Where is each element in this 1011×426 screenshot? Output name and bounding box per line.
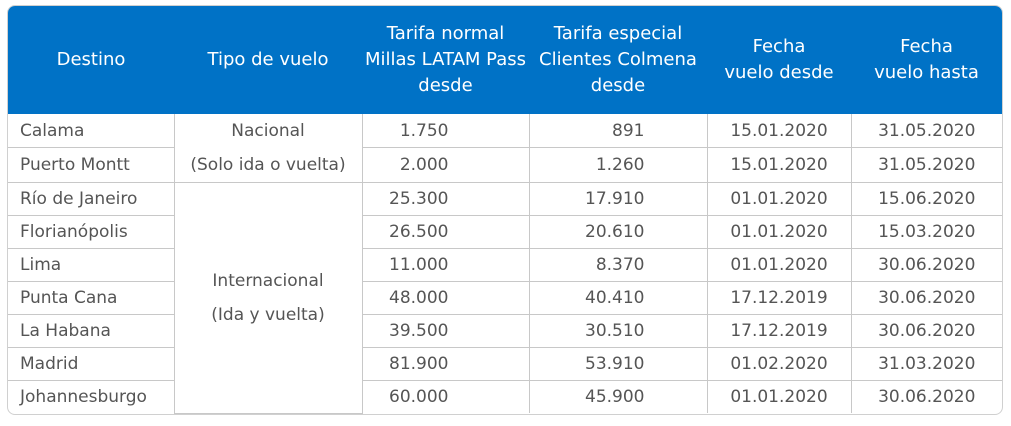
cell-fecha-hasta: 30.06.2020 [851,281,1002,315]
cell-destino: Madrid [8,347,175,381]
table-row: Johannesburgo 60.000 45.900 01.01.2020 30.06… [8,380,1002,413]
cell-tarifa-especial: 1.260 [529,147,708,183]
cell-destino: La Habana [8,314,175,348]
cell-tarifa-especial: 891 [529,114,708,149]
cell-fecha-desde: 01.01.2020 [707,380,852,413]
table-row: Punta Cana 48.000 40.410 17.12.2019 30.06.20… [8,281,1002,315]
cell-fecha-hasta: 15.06.2020 [851,182,1002,216]
tipo-vuelo-line1: Nacional [231,121,305,141]
cell-tarifa-normal: 11.000 [362,248,530,282]
cell-tipo-vuelo: Nacional (Solo ida o vuelta) [174,114,363,183]
tipo-vuelo-line1: Internacional [212,270,324,291]
cell-fecha-desde: 01.02.2020 [707,347,852,381]
cell-destino: Calama [8,114,175,149]
cell-fecha-hasta: 30.06.2020 [851,314,1002,348]
header-tarifa-especial: Tarifa especial Clientes Colmena desde [529,6,707,114]
table-row: Calama Nacional (Solo ida o vuelta) 1.750 89… [8,114,1002,183]
table-row: La Habana 39.500 30.510 17.12.2019 30.06.202… [8,314,1002,348]
table-row: Lima 11.000 8.370 01.01.2020 30.06.2020 [8,248,1002,282]
cell-tarifa-especial: 30.510 [529,314,708,348]
cell-fecha-hasta: 31.05.2020 [851,114,1002,149]
cell-tarifa-especial: 53.910 [529,347,708,381]
header-fecha-hasta: Fecha vuelo hasta [851,6,1002,114]
cell-tarifa-especial: 8.370 [529,248,708,282]
tipo-vuelo-line2: (Solo ida o vuelta) [190,155,346,175]
header-tipo-vuelo: Tipo de vuelo [174,6,362,114]
cell-tarifa-especial: 20.610 [529,215,708,249]
cell-fecha-hasta: 31.03.2020 [851,347,1002,381]
cell-tarifa-normal: 81.900 [362,347,530,381]
fares-table: Destino Tipo de vuelo Tarifa normal Millas… [8,6,1002,414]
cell-fecha-desde: 17.12.2019 [707,314,852,348]
table-row: Madrid 81.900 53.910 01.02.2020 31.03.2020 [8,347,1002,381]
cell-fecha-desde: 01.01.2020 [707,182,852,216]
cell-tarifa-normal: 39.500 [362,314,530,348]
cell-fecha-desde: 15.01.2020 [707,147,852,183]
cell-fecha-hasta: 15.03.2020 [851,215,1002,249]
cell-destino: Florianópolis [8,215,175,249]
cell-destino: Johannesburgo [8,380,175,413]
header-destino: Destino [8,6,174,114]
fares-table-container: Destino Tipo de vuelo Tarifa normal Millas… [7,5,1003,415]
cell-tarifa-normal: 26.500 [362,215,530,249]
cell-fecha-hasta: 30.06.2020 [878,387,976,407]
cell-fecha-hasta: 31.05.2020 [851,147,1002,183]
cell-destino: Río de Janeiro [8,182,175,216]
cell-tarifa-normal: 25.300 [362,182,530,216]
cell-tarifa-especial: 45.900 [529,380,708,413]
cell-tarifa-normal: 2.000 [362,147,530,183]
tipo-vuelo-line2: (Ida y vuelta) [211,304,325,325]
cell-tarifa-especial: 40.410 [529,281,708,315]
cell-fecha-desde: 01.01.2020 [707,248,852,282]
header-row: Destino Tipo de vuelo Tarifa normal Millas… [8,6,1002,114]
cell-fecha-desde: 15.01.2020 [707,114,852,149]
header-fecha-desde: Fecha vuelo desde [707,6,851,114]
table-row: Puerto Montt 2.000 1.260 15.01.2020 31.05.20… [8,147,1002,183]
cell-destino: Lima [8,248,175,282]
header-tarifa-normal: Tarifa normal Millas LATAM Pass desde [362,6,529,114]
cell-fecha-desde: 17.12.2019 [707,281,852,315]
cell-fecha-hasta: 30.06.2020 [851,248,1002,282]
cell-fecha-desde: 01.01.2020 [707,215,852,249]
cell-tarifa-normal: 48.000 [362,281,530,315]
table-row: Río de Janeiro Internacional (Ida y vuelta… [8,182,1002,414]
cell-tipo-vuelo: Internacional (Ida y vuelta) [174,182,363,414]
table-row: Florianópolis 26.500 20.610 01.01.2020 15.03… [8,215,1002,249]
cell-tarifa-especial: 17.910 [529,182,708,216]
cell-tarifa-normal: 1.750 [362,114,530,149]
cell-destino: Puerto Montt [8,147,175,183]
cell-tarifa-normal: 60.000 [362,380,530,413]
cell-destino: Punta Cana [8,281,175,315]
